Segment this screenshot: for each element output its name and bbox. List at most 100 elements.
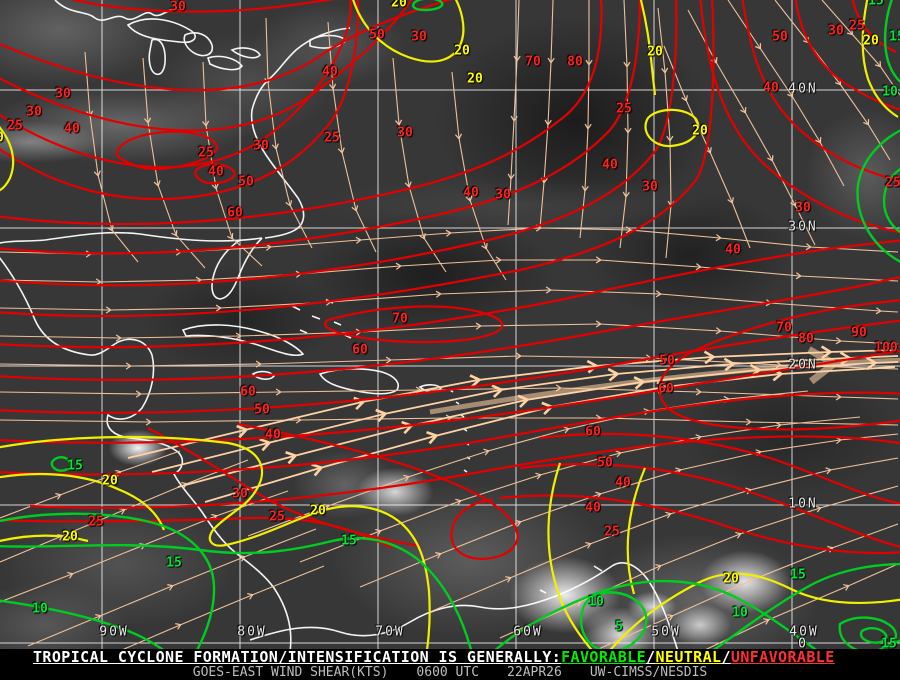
latitude-label-30N: 30N	[788, 219, 818, 235]
product-name: GOES-EAST WIND SHEAR(KTS)	[192, 665, 389, 680]
contour-label-red-25: 25	[616, 101, 632, 117]
contour-label-red-25: 25	[885, 175, 900, 191]
legend-separator-1: /	[646, 648, 656, 666]
contour-label-yellow-20: 20	[863, 33, 879, 49]
contour-label-red-60: 60	[227, 205, 243, 221]
contour-label-red-30: 30	[55, 86, 71, 102]
legend-unfavorable: UNFAVORABLE	[730, 648, 835, 666]
contour-label-red-30: 30	[828, 23, 844, 39]
contour-label-red-60: 60	[658, 381, 674, 397]
contour-label-green-10: 10	[588, 594, 604, 610]
contour-label-green-15: 15	[881, 636, 897, 650]
contour-label-yellow-20: 20	[692, 123, 708, 139]
contour-label-red-50: 50	[369, 27, 385, 43]
contour-label-red-30: 30	[411, 29, 427, 45]
latitude-label-10N: 10N	[788, 496, 818, 512]
longitude-label-50W: 50W	[651, 624, 681, 640]
contour-label-red-60: 60	[585, 424, 601, 440]
contour-label-red-30: 30	[642, 179, 658, 195]
lake-huron	[183, 32, 214, 57]
contour-label-red-40: 40	[615, 475, 631, 491]
contour-label-layer: 30 30 30 25 40 25 30 40 50 40 50 30 25 30 40 30 70 80 25 40…	[0, 0, 900, 649]
latitude-label-0: 0	[798, 636, 808, 650]
contour-label-red-40: 40	[463, 185, 479, 201]
valid-date: 22APR26	[507, 665, 562, 680]
contour-label-red-30: 30	[397, 125, 413, 141]
contour-label-red-50: 50	[238, 174, 254, 190]
longitude-label-80W: 80W	[237, 624, 267, 640]
contour-label-yellow-20: 20	[454, 43, 470, 59]
contour-label-red-60: 60	[240, 384, 256, 400]
map-overlays	[0, 0, 900, 649]
contour-label-red-25: 25	[269, 509, 285, 525]
contour-label-red-100: 100	[874, 340, 898, 356]
legend-favorable: FAVORABLE	[561, 648, 647, 666]
contour-label-green-10: 10	[882, 84, 898, 100]
contour-label-green-15: 15	[166, 555, 182, 571]
contour-label-red-70: 70	[392, 311, 408, 327]
contour-label-red-30: 30	[26, 104, 42, 120]
contour-label-green-15: 15	[889, 29, 900, 45]
contour-label-green-15: 15	[341, 533, 357, 549]
contour-label-green-5: 5	[615, 619, 623, 635]
satellite-map: 30 30 30 25 40 25 30 40 50 40 50 30 25 30 40 30 70 80 25 40…	[0, 0, 900, 649]
contour-label-yellow-20: 20	[62, 529, 78, 545]
contour-label-red-50: 50	[659, 353, 675, 369]
contour-label-red-80: 80	[567, 54, 583, 70]
latitude-label-40N: 40N	[788, 81, 818, 97]
legend-prefix: TROPICAL CYCLONE FORMATION/INTENSIFICATI…	[33, 648, 562, 666]
contour-label-red-50: 50	[254, 402, 270, 418]
lake-erie	[206, 55, 243, 71]
shear-contours-neutral	[0, 0, 900, 649]
contour-label-red-40: 40	[208, 164, 224, 180]
legend-separator-2: /	[721, 648, 731, 666]
contour-label-red-25: 25	[849, 18, 865, 34]
contour-label-yellow-20: 20	[0, 131, 4, 146]
contour-label-green-10: 10	[32, 601, 48, 617]
contour-label-yellow-20: 20	[723, 571, 739, 587]
contour-label-red-40: 40	[322, 64, 338, 80]
credit-bar: GOES-EAST WIND SHEAR(KTS) 0600 UTC 22APR26…	[0, 666, 900, 680]
contour-label-red-40: 40	[763, 80, 779, 96]
valid-time: 0600 UTC	[416, 665, 480, 680]
contour-label-yellow-20: 20	[467, 71, 483, 87]
coast-james-bay	[54, 0, 179, 21]
contour-label-red-40: 40	[64, 121, 80, 137]
lake-ontario	[230, 47, 261, 59]
contour-label-red-30: 30	[795, 200, 811, 216]
longitude-label-90W: 90W	[99, 624, 129, 640]
contour-label-red-40: 40	[585, 500, 601, 516]
contour-label-yellow-20: 20	[647, 44, 663, 60]
contour-label-red-25: 25	[604, 524, 620, 540]
contour-label-green-15: 15	[790, 567, 806, 583]
contour-label-red-60: 60	[352, 342, 368, 358]
contour-label-red-25: 25	[324, 130, 340, 146]
contour-label-red-30: 30	[232, 486, 248, 502]
contour-label-red-40: 40	[602, 157, 618, 173]
contour-label-red-30: 30	[253, 138, 269, 154]
legend-neutral: NEUTRAL	[655, 648, 722, 666]
contour-label-red-30: 30	[495, 187, 511, 203]
lake-superior	[126, 18, 196, 44]
contour-label-red-25: 25	[198, 145, 214, 161]
contour-label-green-15: 15	[868, 0, 884, 9]
contour-label-red-25: 25	[7, 118, 23, 134]
contour-label-red-30: 30	[170, 0, 186, 15]
data-source: UW-CIMSS/NESDIS	[589, 665, 708, 680]
contour-label-green-10: 10	[732, 605, 748, 621]
contour-label-red-50: 50	[772, 29, 788, 45]
contour-label-red-70: 70	[525, 54, 541, 70]
contour-label-red-25: 25	[88, 514, 104, 530]
anticyclone-spiral-icon	[50, 456, 72, 472]
contour-label-red-90: 90	[851, 325, 867, 341]
contour-label-red-80: 80	[798, 331, 814, 347]
contour-label-red-40: 40	[725, 242, 741, 258]
longitude-label-70W: 70W	[375, 624, 405, 640]
contour-label-green-15: 15	[67, 458, 83, 474]
shear-contours-favorable	[0, 0, 900, 649]
shear-contours-high	[0, 0, 900, 560]
longitude-label-40W: 40W	[789, 624, 819, 640]
longitude-label-60W: 60W	[513, 624, 543, 640]
contour-label-red-50: 50	[597, 455, 613, 471]
